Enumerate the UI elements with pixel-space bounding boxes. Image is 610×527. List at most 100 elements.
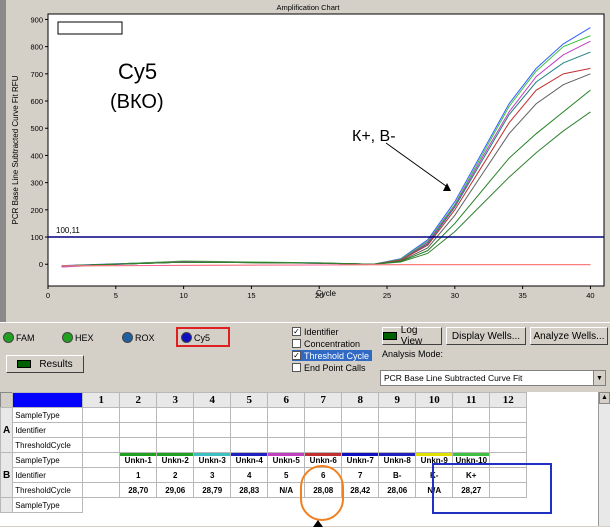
well-cell[interactable]: 1 <box>119 467 158 483</box>
column-header-12[interactable]: 12 <box>489 392 528 408</box>
well-cell[interactable] <box>304 407 343 423</box>
well-cell[interactable] <box>82 437 121 453</box>
well-cell[interactable]: 3 <box>193 467 232 483</box>
well-cell[interactable]: B- <box>378 467 417 483</box>
well-cell[interactable] <box>267 407 306 423</box>
row-header-b[interactable]: B <box>0 452 14 498</box>
column-header-3[interactable]: 3 <box>156 392 195 408</box>
well-cell[interactable] <box>119 422 158 438</box>
chevron-down-icon[interactable]: ▼ <box>593 371 605 385</box>
well-cell[interactable] <box>193 407 232 423</box>
checkbox-endpoint-box[interactable] <box>292 363 301 372</box>
well-cell[interactable] <box>489 407 528 423</box>
amplification-chart-window: Amplification Chart 0 100 200 300 400 500 600 7… <box>0 0 605 322</box>
well-cell[interactable]: 29,06 <box>156 482 195 498</box>
well-cell[interactable]: 4 <box>230 467 269 483</box>
channel-rox-button[interactable]: ROX <box>122 329 155 346</box>
channel-cy5-button[interactable]: Cy5 <box>181 329 210 346</box>
well-cell[interactable]: Unkn-3 <box>193 452 232 468</box>
well-cell[interactable]: Unkn-5 <box>267 452 306 468</box>
analysis-mode-select[interactable]: PCR Base Line Subtracted Curve Fit ▼ <box>380 370 606 386</box>
row-header-a[interactable]: A <box>0 407 14 453</box>
results-button[interactable]: Results <box>6 355 84 373</box>
well-cell[interactable] <box>304 437 343 453</box>
well-cell[interactable] <box>82 422 121 438</box>
well-cell[interactable] <box>267 437 306 453</box>
checkbox-threshold-box[interactable]: ✓ <box>292 351 301 360</box>
row-label-threshold: ThresholdCycle <box>12 437 84 453</box>
well-cell[interactable]: Unkn-7 <box>341 452 380 468</box>
well-cell[interactable] <box>415 437 454 453</box>
x-tick-label: 15 <box>247 291 255 300</box>
well-cell[interactable] <box>452 422 491 438</box>
column-header-8[interactable]: 8 <box>341 392 380 408</box>
well-cell[interactable] <box>193 437 232 453</box>
well-cell[interactable]: 28,06 <box>378 482 417 498</box>
checkbox-concentration-box[interactable] <box>292 339 301 348</box>
well-cell[interactable] <box>489 482 528 498</box>
well-cell[interactable]: 28,70 <box>119 482 158 498</box>
column-header-10[interactable]: 10 <box>415 392 454 408</box>
well-cell[interactable] <box>119 437 158 453</box>
well-cell[interactable]: 28,79 <box>193 482 232 498</box>
cy5-highlight-box <box>176 327 230 347</box>
plate-grid: 1 2 3 4 5 6 7 8 9 10 11 12 A SampleType Identifier Thr… <box>0 392 528 513</box>
well-cell[interactable]: 2 <box>156 467 195 483</box>
column-header-4[interactable]: 4 <box>193 392 232 408</box>
well-cell[interactable] <box>82 407 121 423</box>
well-cell[interactable] <box>378 422 417 438</box>
log-view-button[interactable]: Log View <box>382 325 442 347</box>
well-cell[interactable]: 7 <box>341 467 380 483</box>
well-cell[interactable] <box>156 437 195 453</box>
well-cell[interactable] <box>230 422 269 438</box>
well-cell[interactable] <box>415 422 454 438</box>
column-header-1[interactable]: 1 <box>82 392 121 408</box>
channel-hex-button[interactable]: HEX <box>62 329 94 346</box>
well-cell[interactable]: Unkn-2 <box>156 452 195 468</box>
well-cell[interactable] <box>489 437 528 453</box>
checkbox-concentration[interactable]: Concentration <box>292 338 360 349</box>
checkbox-identifier[interactable]: ✓ Identifier <box>292 326 339 337</box>
well-cell[interactable] <box>156 407 195 423</box>
column-header-9[interactable]: 9 <box>378 392 417 408</box>
well-cell[interactable] <box>230 407 269 423</box>
well-cell[interactable]: 28,83 <box>230 482 269 498</box>
well-cell[interactable] <box>452 407 491 423</box>
column-header-11[interactable]: 11 <box>452 392 491 408</box>
well-cell[interactable]: 5 <box>267 467 306 483</box>
well-cell[interactable] <box>82 482 121 498</box>
well-cell[interactable] <box>119 407 158 423</box>
well-cell[interactable] <box>378 437 417 453</box>
well-cell[interactable] <box>82 452 121 468</box>
row-header-c[interactable] <box>0 497 14 513</box>
well-cell[interactable]: Unkn-1 <box>119 452 158 468</box>
well-cell[interactable] <box>341 422 380 438</box>
well-cell[interactable] <box>378 407 417 423</box>
display-wells-button[interactable]: Display Wells... <box>446 327 526 345</box>
well-cell[interactable] <box>193 422 232 438</box>
well-cell[interactable] <box>230 437 269 453</box>
well-cell[interactable]: Unkn-4 <box>230 452 269 468</box>
well-cell[interactable] <box>82 467 121 483</box>
channel-fam-button[interactable]: FAM <box>3 329 35 346</box>
well-cell[interactable] <box>341 437 380 453</box>
well-cell[interactable]: Unkn-8 <box>378 452 417 468</box>
well-cell[interactable] <box>489 422 528 438</box>
column-header-2[interactable]: 2 <box>119 392 158 408</box>
well-cell[interactable] <box>304 422 343 438</box>
well-cell[interactable] <box>415 407 454 423</box>
vertical-scrollbar[interactable]: ▲ <box>598 392 610 526</box>
checkbox-identifier-box[interactable]: ✓ <box>292 327 301 336</box>
column-header-5[interactable]: 5 <box>230 392 269 408</box>
well-cell[interactable] <box>452 437 491 453</box>
analyze-wells-button[interactable]: Analyze Wells... <box>530 327 608 345</box>
column-header-7[interactable]: 7 <box>304 392 343 408</box>
well-cell[interactable] <box>156 422 195 438</box>
checkbox-threshold-cycle[interactable]: ✓ Threshold Cycle <box>292 350 372 361</box>
checkbox-end-point-calls[interactable]: End Point Calls <box>292 362 366 373</box>
well-cell[interactable] <box>341 407 380 423</box>
well-cell[interactable] <box>267 422 306 438</box>
scroll-up-icon[interactable]: ▲ <box>599 392 610 404</box>
column-header-6[interactable]: 6 <box>267 392 306 408</box>
well-cell[interactable]: 28,42 <box>341 482 380 498</box>
